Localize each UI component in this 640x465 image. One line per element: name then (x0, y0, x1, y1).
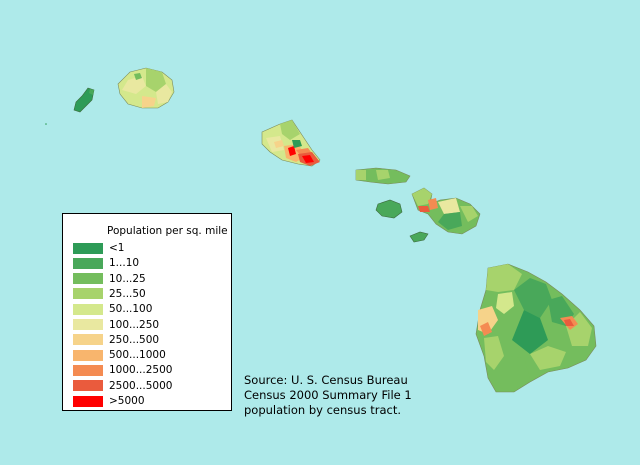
map-legend: Population per sq. mile <1 1...10 10...25 2… (62, 213, 232, 411)
legend-title: Population per sq. mile (107, 225, 228, 237)
legend-swatch (73, 364, 103, 376)
legend-label: 25...50 (109, 287, 146, 300)
legend-item: 1...10 (73, 256, 139, 270)
legend-item: 1000...2500 (73, 363, 172, 377)
legend-label: 50...100 (109, 303, 153, 316)
legend-swatch (73, 288, 103, 300)
legend-label: 1...10 (109, 257, 140, 270)
legend-swatch (73, 257, 103, 269)
legend-label: 250...500 (109, 333, 160, 346)
legend-swatch (73, 395, 103, 407)
legend-swatch (73, 242, 103, 254)
legend-item: 250...500 (73, 333, 159, 347)
legend-label: 100...250 (109, 318, 160, 331)
legend-item: <1 (73, 241, 124, 255)
island-kauai (117, 67, 175, 109)
island-niihau (73, 87, 95, 113)
legend-swatch (73, 319, 103, 330)
legend-swatch (73, 380, 103, 392)
legend-item: 2500...5000 (73, 379, 172, 393)
island-hawaii (475, 263, 597, 393)
source-line-1: Source: U. S. Census Bureau (244, 373, 408, 387)
island-kahoolawe (409, 231, 429, 243)
legend-item: >5000 (73, 394, 145, 408)
legend-label: 1000...2500 (109, 364, 173, 377)
legend-item: 10...25 (73, 272, 146, 286)
legend-item: 50...100 (73, 302, 152, 316)
source-line-2: Census 2000 Summary File 1 (244, 388, 412, 402)
legend-swatch (73, 303, 103, 315)
legend-item: 100...250 (73, 318, 159, 332)
island-maui (411, 187, 481, 235)
island-lehua (45, 123, 47, 125)
legend-label: >5000 (109, 395, 145, 407)
source-line-3: population by census tract. (244, 403, 401, 417)
legend-label: 500...1000 (109, 349, 166, 362)
island-molokai (355, 167, 411, 185)
legend-label: 2500...5000 (109, 379, 173, 392)
legend-item: 500...1000 (73, 348, 166, 362)
legend-swatch (73, 349, 103, 361)
legend-label: 10...25 (109, 272, 146, 285)
legend-swatch (73, 334, 103, 346)
legend-label: <1 (109, 242, 125, 254)
island-oahu (261, 119, 321, 167)
source-note: Source: U. S. Census Bureau Census 2000 … (244, 373, 412, 418)
island-lanai (375, 199, 403, 219)
legend-swatch (73, 273, 103, 285)
legend-item: 25...50 (73, 287, 146, 301)
